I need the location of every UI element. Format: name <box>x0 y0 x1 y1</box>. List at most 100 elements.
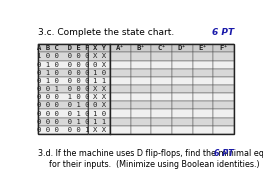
Bar <box>38 118 88 126</box>
Bar <box>110 69 131 77</box>
Text: X X: X X <box>93 94 106 100</box>
Bar <box>38 61 88 69</box>
Bar <box>213 85 234 93</box>
Bar <box>88 93 110 101</box>
Bar <box>213 93 234 101</box>
Bar <box>193 61 213 69</box>
Bar <box>88 126 110 134</box>
Bar <box>193 52 213 61</box>
Bar <box>193 69 213 77</box>
Bar <box>172 77 193 85</box>
Bar <box>193 126 213 134</box>
Text: 6 PT: 6 PT <box>214 149 234 158</box>
Bar <box>151 77 172 85</box>
Bar <box>151 118 172 126</box>
Bar <box>131 77 151 85</box>
Bar <box>88 101 110 109</box>
Bar <box>151 52 172 61</box>
Bar <box>110 85 131 93</box>
Bar <box>38 93 88 101</box>
Bar <box>88 69 110 77</box>
Bar <box>213 101 234 109</box>
Bar <box>151 101 172 109</box>
Text: 3.d. If the machine uses D flip-flops, find the minimal equations: 3.d. If the machine uses D flip-flops, f… <box>38 149 263 158</box>
Text: 0 1 0  0 0 0: 0 1 0 0 0 0 <box>37 70 89 76</box>
Text: 1 0: 1 0 <box>93 111 106 117</box>
Bar <box>88 77 110 85</box>
Text: 0 0 0  1 0 0: 0 0 0 1 0 0 <box>37 94 89 100</box>
Bar <box>110 77 131 85</box>
Text: 0 0 0  0 1 0: 0 0 0 0 1 0 <box>37 119 89 125</box>
Text: 0 X: 0 X <box>93 62 106 68</box>
Bar <box>131 109 151 118</box>
Text: B⁺: B⁺ <box>137 45 145 51</box>
Text: X X: X X <box>93 86 106 92</box>
Bar <box>213 118 234 126</box>
Text: D⁺: D⁺ <box>178 45 187 51</box>
Text: A⁺: A⁺ <box>116 45 125 51</box>
Text: X X: X X <box>93 53 106 59</box>
Bar <box>213 126 234 134</box>
Text: X X: X X <box>93 127 106 133</box>
Bar <box>110 101 131 109</box>
Bar <box>38 44 88 52</box>
Bar <box>151 44 172 52</box>
Bar <box>131 52 151 61</box>
Bar <box>151 85 172 93</box>
Text: 0 0 1  0 0 0: 0 0 1 0 0 0 <box>37 86 89 92</box>
Bar <box>110 52 131 61</box>
Bar <box>172 61 193 69</box>
Bar <box>193 44 213 52</box>
Bar <box>172 52 193 61</box>
Bar <box>110 109 131 118</box>
Bar <box>110 126 131 134</box>
Bar <box>88 52 110 61</box>
Bar <box>193 93 213 101</box>
Bar <box>110 93 131 101</box>
Text: E⁺: E⁺ <box>199 45 207 51</box>
Text: 0 X: 0 X <box>93 102 106 108</box>
Text: A B C  D E F: A B C D E F <box>37 45 89 51</box>
Bar <box>172 69 193 77</box>
Bar <box>172 101 193 109</box>
Bar <box>213 109 234 118</box>
Bar <box>110 118 131 126</box>
Bar <box>213 61 234 69</box>
Bar <box>131 69 151 77</box>
Text: 1 1: 1 1 <box>93 78 106 84</box>
Text: 0 1 0  0 0 0: 0 1 0 0 0 0 <box>37 78 89 84</box>
Text: 0 0 0  0 0 1: 0 0 0 0 0 1 <box>37 127 89 133</box>
Bar <box>193 109 213 118</box>
Text: 0 1 0  0 0 0: 0 1 0 0 0 0 <box>37 62 89 68</box>
Text: 3.c. Complete the state chart.: 3.c. Complete the state chart. <box>38 28 174 37</box>
Bar <box>38 77 88 85</box>
Text: 1 1: 1 1 <box>93 119 106 125</box>
Text: for their inputs.  (Minimize using Boolean identities.): for their inputs. (Minimize using Boolea… <box>49 160 260 169</box>
Bar <box>172 44 193 52</box>
Bar <box>131 101 151 109</box>
Bar <box>110 61 131 69</box>
Bar <box>193 85 213 93</box>
Bar <box>213 44 234 52</box>
Text: F⁺: F⁺ <box>219 45 228 51</box>
Bar <box>88 61 110 69</box>
Bar <box>151 126 172 134</box>
Bar <box>151 61 172 69</box>
Text: X Y: X Y <box>93 45 106 51</box>
Bar <box>38 126 88 134</box>
Bar <box>88 109 110 118</box>
Bar <box>172 93 193 101</box>
Bar <box>151 109 172 118</box>
Bar <box>193 118 213 126</box>
Bar <box>172 118 193 126</box>
Bar <box>213 52 234 61</box>
Bar <box>193 101 213 109</box>
Bar <box>38 52 88 61</box>
Text: 1 0: 1 0 <box>93 70 106 76</box>
Bar <box>172 109 193 118</box>
Bar <box>193 77 213 85</box>
Bar <box>131 126 151 134</box>
Text: C⁺: C⁺ <box>157 45 166 51</box>
Bar <box>151 93 172 101</box>
Bar <box>88 118 110 126</box>
